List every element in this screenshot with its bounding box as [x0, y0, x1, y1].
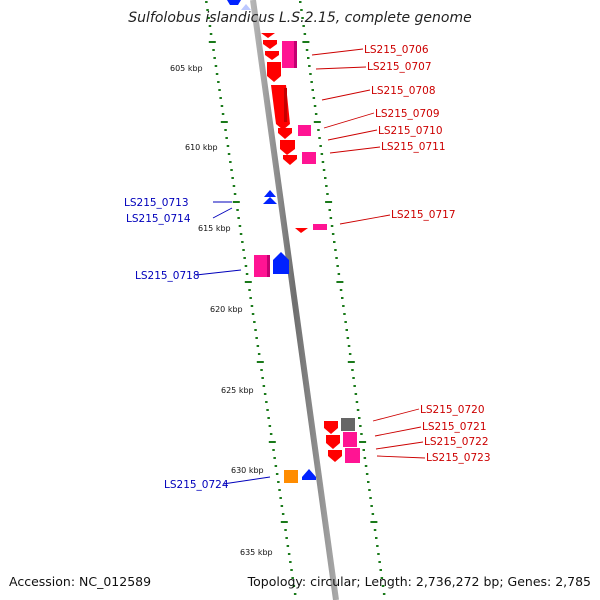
- gene-arrow: [283, 155, 297, 165]
- gene-label-0720: LS215_0720: [420, 404, 485, 416]
- gene-label-0713: LS215_0713: [124, 197, 189, 209]
- scale-label-625: 625 kbp: [221, 386, 254, 395]
- scale-labels: 605 kbp 610 kbp 615 kbp 620 kbp 625 kbp …: [170, 64, 273, 557]
- gene-arrow: [267, 62, 281, 82]
- scale-label-630: 630 kbp: [231, 466, 264, 475]
- gene-arrow: [295, 228, 308, 233]
- gene-labels: LS215_0706 LS215_0707 LS215_0708 LS215_0…: [124, 44, 491, 491]
- leader-lines: [195, 48, 426, 485]
- gene-arrow: [302, 469, 316, 480]
- gene-arrow: [261, 33, 275, 38]
- gene-label-0722: LS215_0722: [424, 436, 489, 448]
- gene-label-0710: LS215_0710: [378, 125, 443, 137]
- tick-marks: [205, 1, 386, 595]
- gene-arrow: [273, 252, 289, 274]
- map-title: Sulfolobus islandicus L.S.2.15, complete…: [128, 10, 472, 26]
- gene-arrow: [328, 450, 342, 462]
- gene-arrow: [324, 421, 338, 434]
- gene-arrow: [227, 0, 241, 5]
- gene-label-0724: LS215_0724: [164, 479, 229, 491]
- scale-label-635: 635 kbp: [240, 548, 273, 557]
- genome-backbone: [250, 0, 339, 600]
- gene-label-0711: LS215_0711: [381, 141, 446, 153]
- gene-arrow: [326, 435, 340, 449]
- gene-arrow: [263, 40, 277, 49]
- gene-box: [254, 255, 270, 277]
- gene-arrow-shade: [284, 88, 287, 122]
- scale-label-615: 615 kbp: [198, 224, 231, 233]
- gene-label-0714: LS215_0714: [126, 213, 191, 225]
- gene-arrow: [280, 140, 295, 155]
- scale-label-620: 620 kbp: [210, 305, 243, 314]
- gene-label-0721: LS215_0721: [422, 421, 487, 433]
- gene-box: [313, 224, 327, 230]
- gene-box-shade: [267, 255, 270, 277]
- accession-text: Accession: NC_012589: [9, 574, 152, 589]
- gene-label-0723: LS215_0723: [426, 452, 491, 464]
- scale-label-605: 605 kbp: [170, 64, 203, 73]
- gene-label-0717: LS215_0717: [391, 209, 456, 221]
- gene-arrow: [265, 51, 279, 60]
- gene-box: [298, 125, 311, 136]
- gene-label-0718: LS215_0718: [135, 270, 200, 282]
- gene-arrow: [271, 85, 290, 130]
- gene-box: [343, 432, 357, 447]
- gene-box-shade: [294, 41, 297, 68]
- gene-label-0708: LS215_0708: [371, 85, 436, 97]
- gene-box: [302, 152, 316, 164]
- gene-box: [345, 448, 360, 463]
- gene-box: [282, 41, 297, 68]
- gene-box: [341, 418, 355, 431]
- gene-arrow: [263, 197, 277, 204]
- gene-label-0709: LS215_0709: [375, 108, 440, 120]
- gene-label-0707: LS215_0707: [367, 61, 432, 73]
- genome-summary-text: Topology: circular; Length: 2,736,272 bp…: [247, 574, 591, 589]
- gene-label-0706: LS215_0706: [364, 44, 429, 56]
- gene-arrow: [241, 4, 251, 10]
- gene-box: [284, 470, 298, 483]
- gene-arrow: [278, 128, 292, 139]
- gene-features: [227, 0, 360, 483]
- scale-label-610: 610 kbp: [185, 143, 218, 152]
- gene-arrow: [264, 190, 276, 197]
